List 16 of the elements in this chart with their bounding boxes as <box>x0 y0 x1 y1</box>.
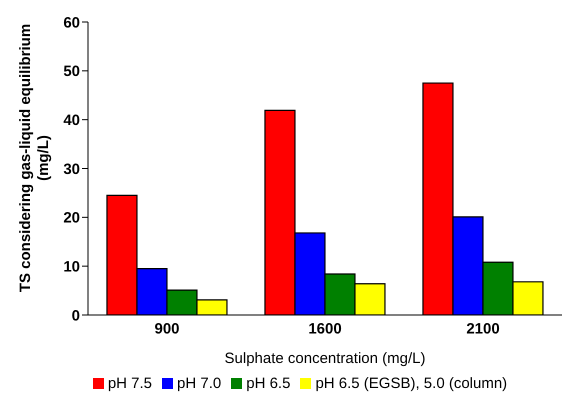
y-tick-label: 10 <box>63 258 80 276</box>
y-tick-label: 20 <box>63 210 80 227</box>
x-axis-title: Sulphate concentration (mg/L) <box>224 350 426 367</box>
y-axis-title: TS considering gas-liquid equilibrium (mg/L) <box>17 24 52 292</box>
y-tick-label: 0 <box>72 307 80 324</box>
y-tick-label: 50 <box>63 63 80 80</box>
x-tick-label: 1600 <box>308 320 342 338</box>
y-tick-label: 60 <box>63 14 80 32</box>
legend-label: pH 6.5 (EGSB), 5.0 (column) <box>315 375 508 392</box>
legend-label: pH 6.5 <box>246 375 290 392</box>
x-tick-label: 2100 <box>466 320 500 338</box>
x-tick-label: 900 <box>154 320 180 338</box>
y-tick-label: 30 <box>63 160 80 178</box>
legend-label: pH 7.0 <box>177 375 222 392</box>
y-tick-label: 40 <box>63 112 80 129</box>
legend-label: pH 7.5 <box>108 375 152 392</box>
